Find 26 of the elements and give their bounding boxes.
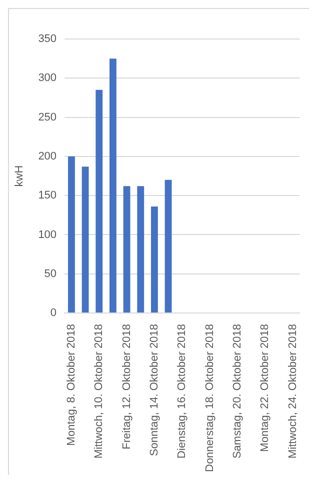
y-tick-label: 50: [44, 268, 57, 280]
y-axis-title: kwH: [14, 165, 26, 187]
bar: [150, 206, 158, 313]
x-tick-label: Donnerstag, 18. Oktober 2018: [204, 324, 216, 472]
y-tick-label: 300: [38, 72, 57, 84]
bar: [123, 186, 130, 313]
bar: [164, 180, 172, 313]
x-tick-label: Mittwoch, 24. Oktober 2018: [286, 324, 299, 459]
x-tick-label: Mittwoch, 10. Oktober 2018: [93, 324, 106, 459]
bar: [68, 156, 75, 313]
y-tick-label: 200: [38, 150, 57, 162]
y-tick-label: 150: [38, 190, 57, 202]
bar: [96, 90, 103, 313]
y-tick-label: 250: [38, 111, 57, 124]
y-tick-label: 350: [38, 33, 57, 46]
x-tick-label: Sonntag, 14. Oktober 2018: [148, 324, 160, 456]
x-tick-label: Montag, 8. Oktober 2018: [66, 324, 78, 446]
x-tick-label: Freitag, 12. Oktober 2018: [120, 324, 133, 450]
bar: [110, 58, 116, 313]
y-tick-label: 100: [38, 228, 57, 241]
bar: [137, 186, 144, 313]
x-tick-label: Montag, 22. Oktober 2018: [259, 324, 272, 452]
x-tick-label: Samstag, 20. Oktober 2018: [231, 324, 244, 459]
bar: [82, 166, 89, 313]
x-tick-label: Dienstag, 16. Oktober 2018: [176, 324, 188, 459]
y-tick-label: 0: [50, 307, 57, 320]
